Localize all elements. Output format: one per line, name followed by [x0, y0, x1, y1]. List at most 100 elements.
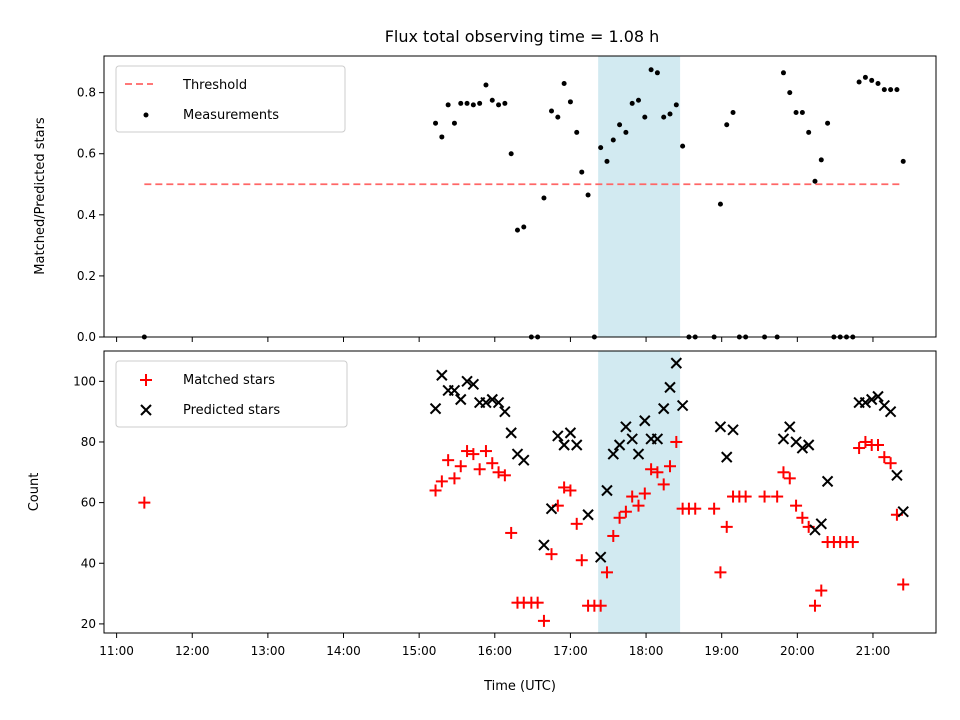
- measurement-point: [642, 114, 648, 120]
- legend-predicted-label: Predicted stars: [183, 403, 280, 418]
- matched-star-point: [632, 499, 645, 512]
- measurement-point: [818, 157, 824, 163]
- matched-star-point: [626, 490, 639, 503]
- matched-star-point: [498, 469, 511, 482]
- matched-star-point: [461, 445, 474, 458]
- predicted-star-point: [558, 439, 570, 451]
- measurement-point: [881, 87, 887, 93]
- x-tick-label: 12:00: [175, 644, 210, 658]
- measurement-point: [464, 100, 470, 106]
- measurement-point: [458, 100, 464, 106]
- matched-star-point: [531, 596, 544, 609]
- predicted-star-point: [613, 439, 626, 451]
- count-panel: 20 40 60 80 100 11:00 12:00 13:00 14:00 15:00 16:…: [27, 350, 937, 694]
- measurement-point: [869, 77, 875, 83]
- matched-star-point: [853, 442, 866, 455]
- predicted-star-point: [492, 396, 505, 409]
- matched-star-point: [545, 548, 558, 561]
- matched-star-point: [429, 484, 442, 497]
- measurement-point: [439, 134, 445, 140]
- predicted-star-points: [429, 357, 909, 563]
- matched-star-point: [758, 490, 771, 503]
- chart-title: Flux total observing time = 1.08 h: [385, 27, 660, 46]
- matched-star-point: [442, 454, 455, 467]
- measurement-point: [806, 129, 812, 135]
- matched-star-point: [664, 460, 677, 473]
- measurement-point: [875, 80, 881, 86]
- matched-star-point: [575, 554, 588, 567]
- measurement-point: [521, 224, 527, 230]
- matched-star-point: [777, 466, 790, 479]
- measurement-point: [470, 102, 476, 108]
- matched-star-point: [619, 505, 632, 518]
- matched-star-point: [600, 566, 613, 579]
- predicted-star-point: [436, 369, 448, 381]
- predicted-star-point: [505, 427, 517, 439]
- predicted-star-point: [429, 402, 442, 415]
- measurement-point: [900, 158, 906, 164]
- matched-star-point: [771, 490, 784, 503]
- matched-star-point: [708, 502, 721, 515]
- predicted-star-point: [582, 509, 594, 521]
- matched-star-point: [435, 475, 448, 488]
- x-axis-label: Time (UTC): [483, 679, 556, 694]
- measurement-point: [724, 122, 730, 128]
- predicted-star-point: [448, 384, 461, 397]
- predicted-star-point: [499, 405, 511, 418]
- measurement-point: [862, 74, 868, 80]
- measurement-point: [888, 87, 894, 93]
- measurement-point: [673, 102, 679, 108]
- measurement-point: [617, 122, 623, 128]
- measurement-point: [549, 108, 555, 114]
- matched-star-point: [486, 457, 499, 470]
- ratio-y-ticks: 0.0 0.2 0.4 0.6 0.8: [77, 86, 104, 344]
- measurement-point: [793, 110, 799, 116]
- measurement-point: [508, 151, 514, 157]
- ratio-panel: 0.00.20.40.60.8 Matched/Predicted stars …: [33, 55, 937, 344]
- y-tick-label: 100: [73, 374, 96, 388]
- predicted-star-point: [480, 396, 492, 409]
- ratio-x-ticks: [116, 337, 874, 342]
- measurement-point: [489, 97, 495, 103]
- matched-star-point: [564, 484, 577, 497]
- count-legend: Matched stars Predicted stars: [115, 360, 348, 428]
- measurement-point: [585, 192, 591, 198]
- predicted-star-point: [455, 393, 467, 406]
- measurement-point: [502, 100, 508, 106]
- matched-star-point: [492, 466, 505, 479]
- predicted-star-point: [651, 433, 664, 445]
- predicted-star-point: [658, 402, 670, 415]
- predicted-star-point: [594, 551, 607, 563]
- ratio-plot-frame: [103, 55, 937, 338]
- predicted-star-point: [802, 439, 815, 451]
- predicted-star-point: [727, 424, 739, 436]
- measurement-point: [629, 100, 635, 106]
- measurement-point: [894, 87, 900, 93]
- predicted-star-point: [784, 421, 796, 433]
- predicted-star-point: [884, 405, 897, 418]
- x-tick-label: 17:00: [553, 644, 588, 658]
- measurement-point: [717, 201, 723, 207]
- measurement-point: [541, 195, 547, 201]
- matched-star-point: [859, 435, 872, 448]
- count-x-ticks: 11:00 12:00 13:00 14:00 15:00 16:00 17:00 18:00…: [99, 633, 890, 658]
- measurement-point: [856, 79, 862, 85]
- predicted-star-point: [639, 415, 651, 427]
- legend-matched-label: Matched stars: [183, 373, 275, 388]
- x-tick-label: 16:00: [477, 644, 512, 658]
- matched-star-point: [689, 502, 702, 515]
- matched-star-point: [651, 466, 664, 479]
- measurement-point: [825, 120, 831, 126]
- matched-star-point: [467, 448, 480, 461]
- count-y-ticks: 20 40 60 80 100: [73, 374, 104, 631]
- ratio-highlight-band: [598, 56, 681, 337]
- matched-star-point: [479, 445, 492, 458]
- measurement-point: [635, 97, 641, 103]
- matched-star-point: [558, 481, 571, 494]
- legend-predicted-swatch: [140, 404, 152, 416]
- y-tick-label: 0.6: [77, 147, 96, 161]
- measurement-point: [483, 82, 489, 88]
- matched-star-point: [796, 511, 809, 524]
- y-tick-label: 0.4: [77, 208, 96, 222]
